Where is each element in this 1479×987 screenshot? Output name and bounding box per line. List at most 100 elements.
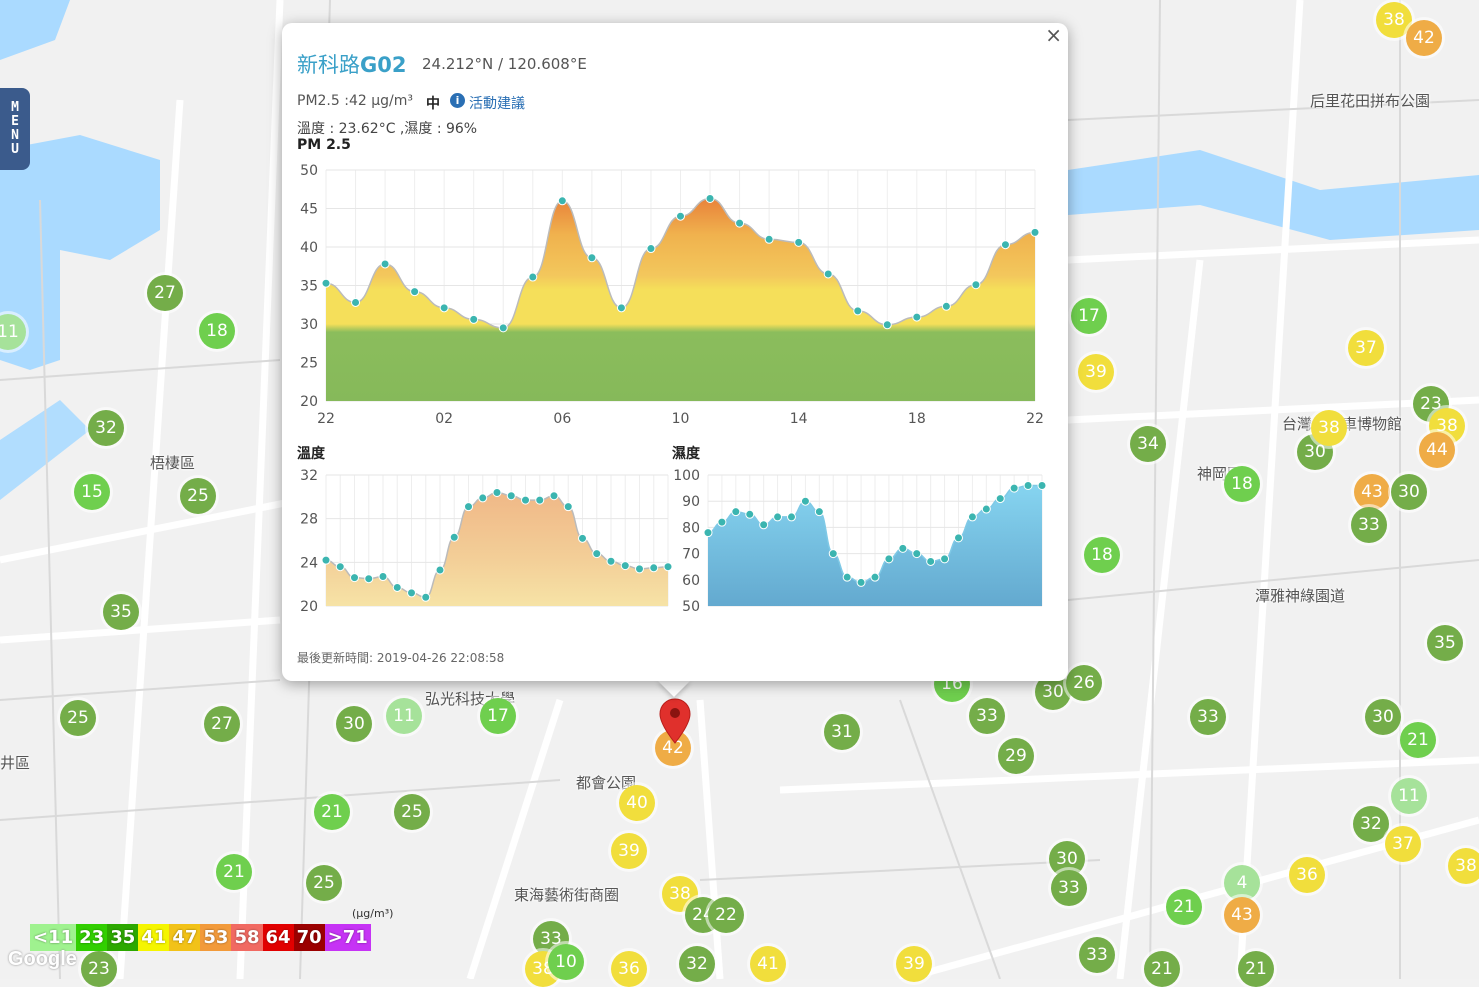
pm-station-marker[interactable]: 34 [1130, 426, 1166, 462]
pm-station-marker[interactable]: 39 [611, 833, 647, 869]
activity-advice-link[interactable]: 活動建議 [469, 96, 525, 112]
legend-swatch: 53 [200, 924, 232, 951]
pm-station-marker[interactable]: 23 [81, 951, 117, 987]
x-tick-label: 22 [1026, 411, 1044, 427]
pm-station-marker[interactable]: 17 [480, 698, 516, 734]
pm-station-marker[interactable]: 21 [1400, 722, 1436, 758]
temp-chart-title: 溫度 [297, 446, 325, 462]
pm-station-marker[interactable]: 32 [679, 946, 715, 982]
x-tick-label: 14 [790, 411, 808, 427]
pm-station-marker[interactable]: 25 [60, 700, 96, 736]
pm-station-marker[interactable]: 25 [180, 478, 216, 514]
pm-station-marker[interactable]: 11 [386, 698, 422, 734]
pm-station-marker[interactable]: 43 [1354, 474, 1390, 510]
data-point [469, 314, 479, 324]
map-place-label: 后里花田拼布公園 [1310, 92, 1431, 110]
pm-station-marker[interactable]: 30 [1365, 699, 1401, 735]
data-point [498, 323, 508, 333]
legend-swatch: 47 [169, 924, 201, 951]
pm-station-marker[interactable]: 21 [314, 794, 350, 830]
pm-station-marker[interactable]: 17 [1071, 298, 1107, 334]
close-button[interactable]: × [1045, 23, 1062, 47]
pm-station-marker[interactable]: 40 [619, 785, 655, 821]
pm-station-marker[interactable]: 11 [1391, 778, 1427, 814]
pm-station-marker[interactable]: 18 [199, 313, 235, 349]
pm-station-marker[interactable]: 44 [1419, 432, 1455, 468]
pm-station-marker[interactable]: 33 [1051, 870, 1087, 906]
pm-station-marker[interactable]: 39 [1078, 354, 1114, 390]
pm-station-marker[interactable]: 38 [1448, 848, 1479, 884]
pm-station-marker[interactable]: 18 [1084, 537, 1120, 573]
pm-station-marker[interactable]: 39 [896, 946, 932, 982]
pm-station-marker[interactable]: 33 [1351, 507, 1387, 543]
pm-station-marker[interactable]: 35 [103, 594, 139, 630]
pm-station-marker[interactable]: 21 [216, 854, 252, 890]
pm-station-marker[interactable]: 21 [1144, 951, 1180, 987]
pm-station-marker[interactable]: 43 [1224, 897, 1260, 933]
pm-station-marker[interactable]: 36 [1289, 857, 1325, 893]
data-point [870, 572, 880, 582]
data-point [478, 493, 488, 503]
pm-station-marker[interactable]: 21 [1238, 951, 1274, 987]
pm-station-marker[interactable]: 37 [1385, 826, 1421, 862]
pm-station-marker[interactable]: 33 [1190, 699, 1226, 735]
pm-station-marker[interactable]: 32 [88, 410, 124, 446]
data-point [421, 592, 431, 602]
y-tick-label: 20 [300, 599, 318, 615]
y-tick-label: 60 [682, 573, 700, 589]
pm-station-marker[interactable]: 21 [1166, 889, 1202, 925]
pm-station-marker[interactable]: 30 [336, 706, 372, 742]
pm-station-marker[interactable]: 27 [204, 706, 240, 742]
pm-station-marker[interactable]: 11 [0, 314, 26, 350]
pm-station-marker[interactable]: 33 [1079, 937, 1115, 973]
data-point [1023, 480, 1033, 490]
station-name: 新科路G02 [297, 49, 406, 79]
pm-station-marker[interactable]: 27 [147, 275, 183, 311]
pm-station-marker[interactable]: 25 [306, 865, 342, 901]
pm-station-marker[interactable]: 41 [750, 946, 786, 982]
y-tick-label: 35 [300, 279, 318, 295]
data-point [392, 582, 402, 592]
pm-station-marker[interactable]: 25 [394, 794, 430, 830]
data-point [1037, 480, 1047, 490]
pm-station-marker[interactable]: 26 [1066, 665, 1102, 701]
pm-station-marker[interactable]: 33 [969, 698, 1005, 734]
pm-station-marker[interactable]: 35 [1427, 625, 1463, 661]
pm-station-marker[interactable]: 36 [611, 951, 647, 987]
pm-station-marker[interactable]: 38 [1311, 410, 1347, 446]
pm-station-marker[interactable]: 37 [1348, 330, 1384, 366]
legend-swatch: 23 [76, 924, 108, 951]
pm-station-marker[interactable]: 38 [1376, 2, 1412, 38]
area-fill [326, 198, 1035, 401]
data-point [646, 244, 656, 254]
y-tick-label: 32 [300, 468, 318, 484]
pm-station-marker[interactable]: 29 [998, 738, 1034, 774]
map-place-label: 梧棲區 [150, 454, 196, 472]
pm-station-marker[interactable]: 32 [1353, 806, 1389, 842]
y-tick-label: 28 [300, 512, 318, 528]
data-point [557, 196, 567, 206]
menu-tab[interactable]: M E N U [0, 88, 30, 170]
y-tick-label: 70 [682, 547, 700, 563]
data-point [745, 509, 755, 519]
data-point [764, 234, 774, 244]
pm-station-marker[interactable]: 10 [548, 944, 584, 980]
legend-swatch: 64 [262, 924, 294, 951]
pm-station-marker[interactable]: 31 [824, 714, 860, 750]
data-point [521, 495, 530, 505]
pm-station-marker[interactable]: 18 [1224, 466, 1260, 502]
map-place-label: 井區 [0, 754, 31, 772]
info-icon[interactable]: i [450, 93, 465, 108]
data-point [616, 303, 626, 313]
pm-station-marker[interactable]: 42 [1406, 20, 1442, 56]
pm-station-marker[interactable]: 30 [1391, 474, 1427, 510]
y-tick-label: 100 [673, 468, 700, 484]
x-tick-label: 18 [908, 411, 926, 427]
data-point [449, 532, 459, 542]
pm-station-marker[interactable]: 4 [1224, 865, 1260, 901]
pm-station-marker[interactable]: 15 [74, 474, 110, 510]
data-point [549, 491, 559, 501]
data-point [578, 533, 587, 543]
selected-pin-icon[interactable] [658, 697, 692, 747]
pm-station-marker[interactable]: 22 [708, 897, 744, 933]
